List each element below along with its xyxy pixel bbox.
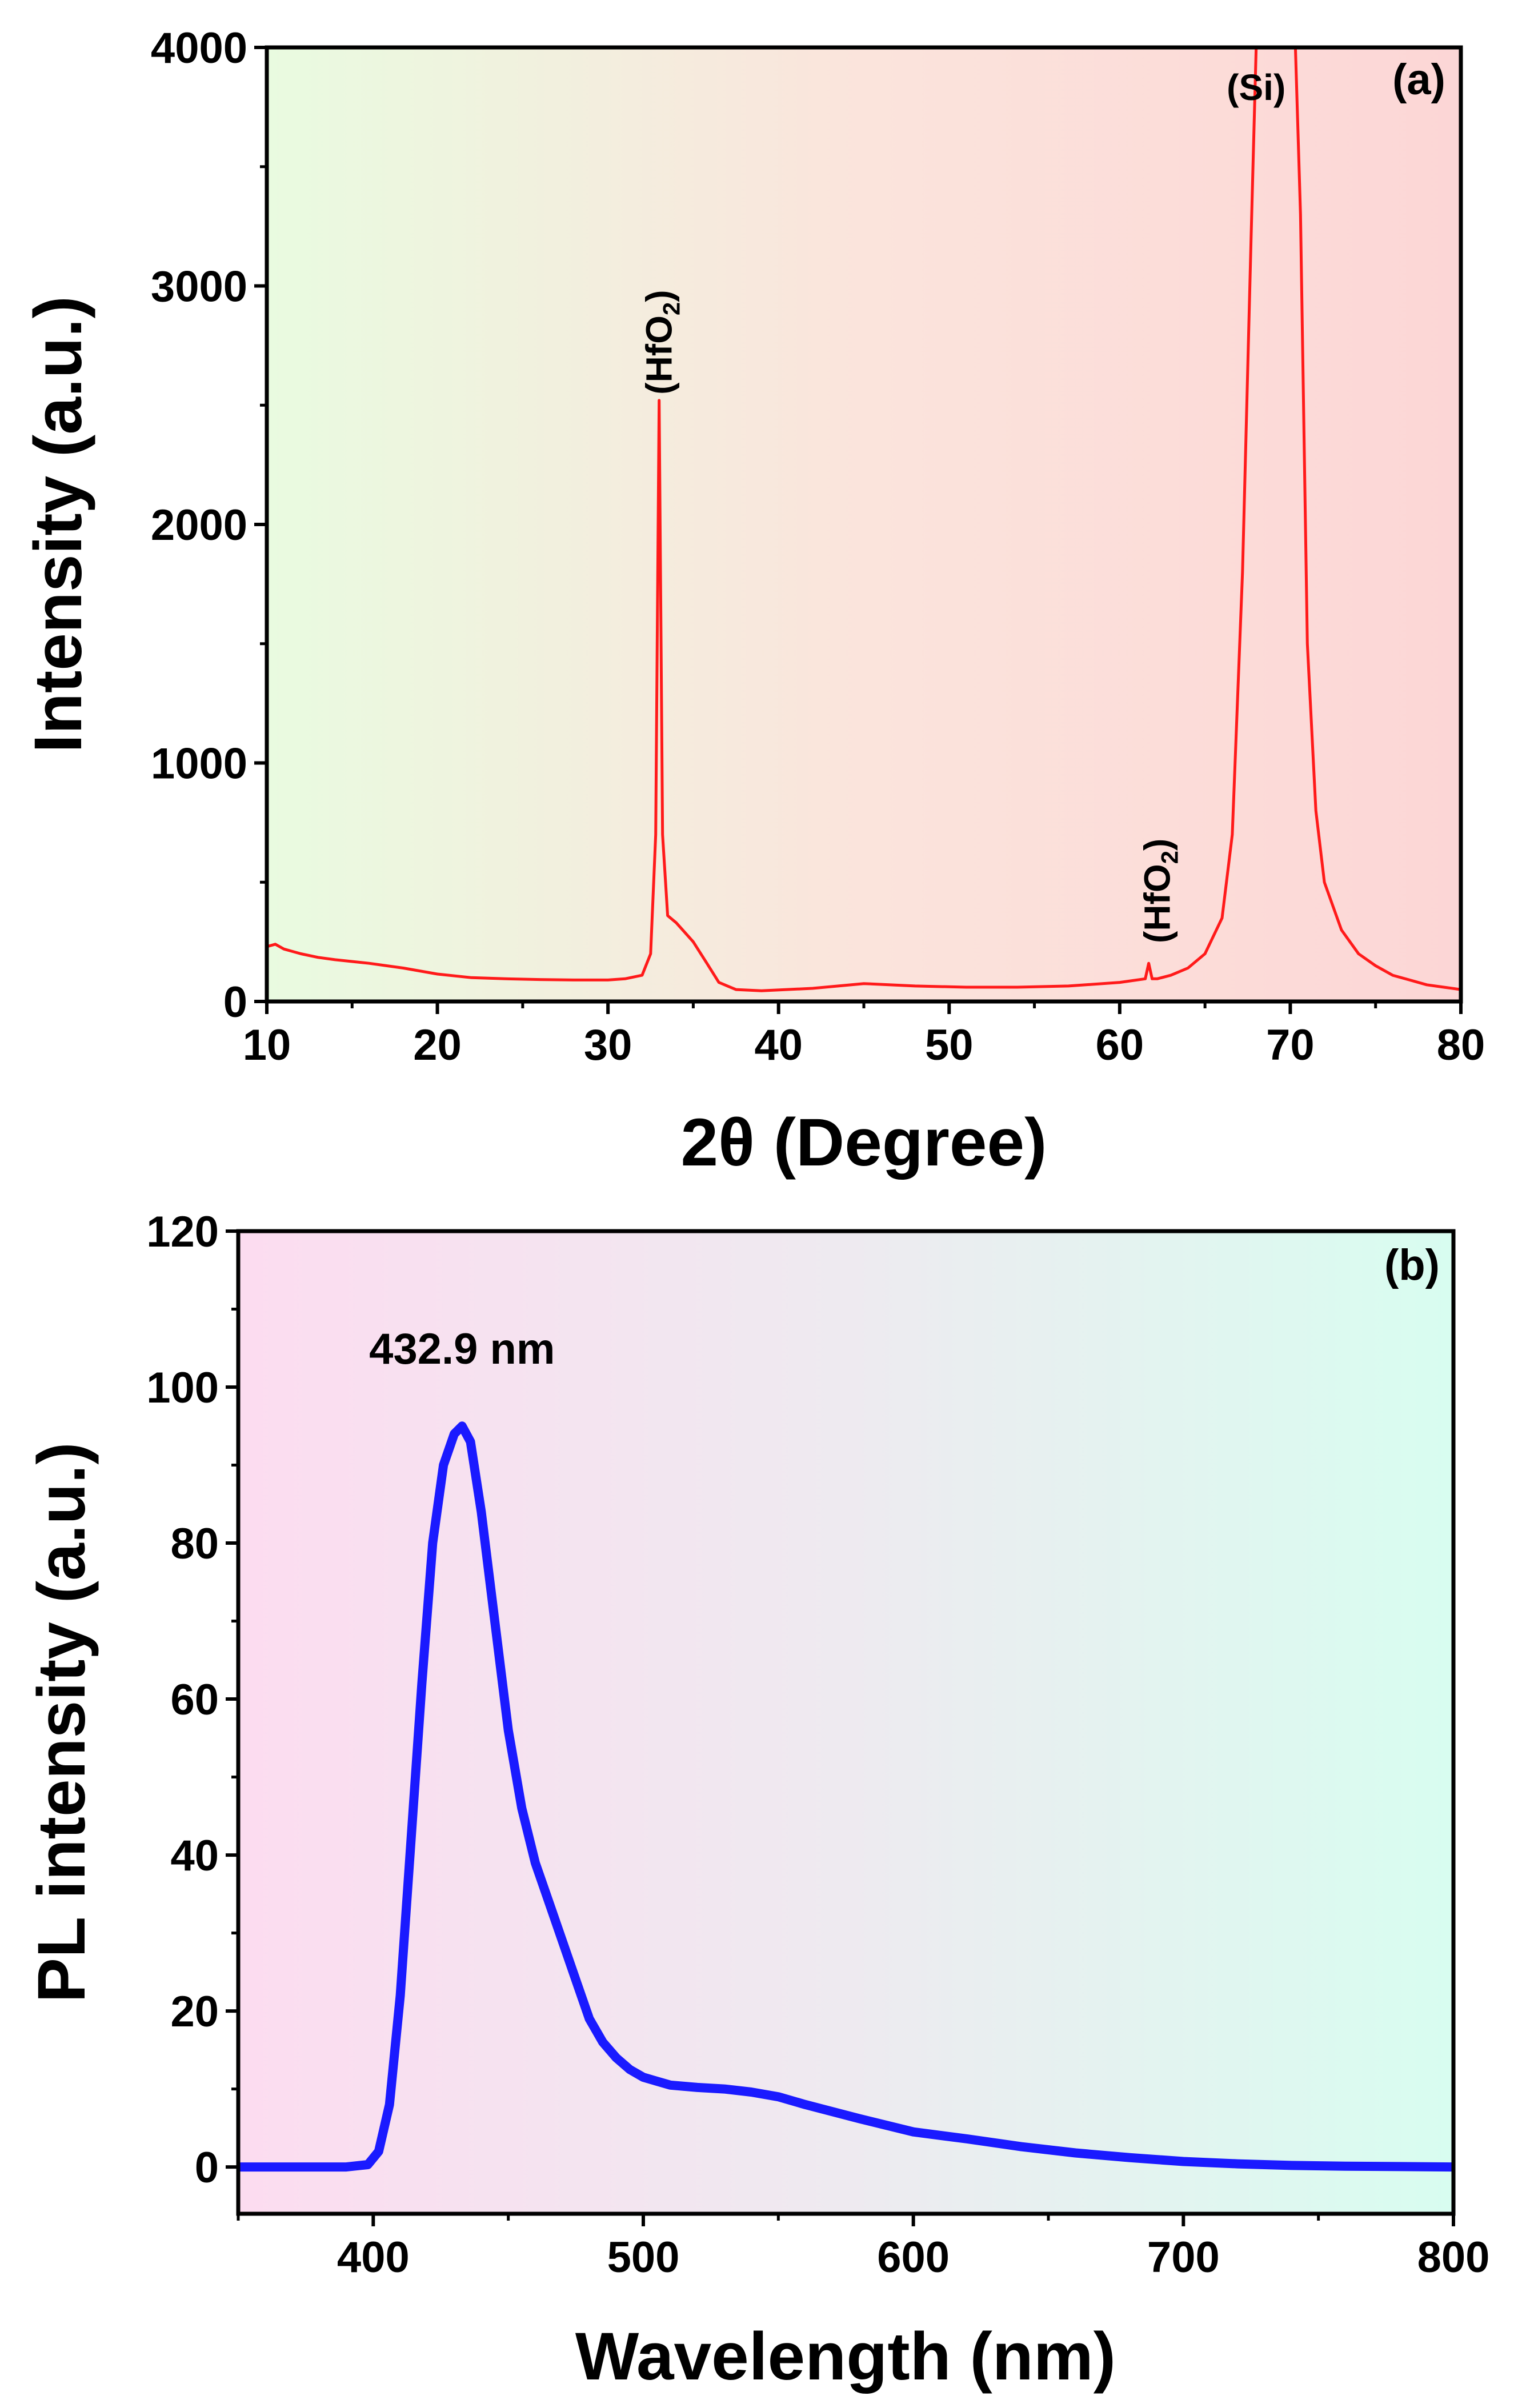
pl-peak-annotations: 432.9 nm (369, 1325, 555, 1373)
pl-axis-ticks (226, 1229, 1455, 2226)
xrd-hfo2-label: (HfO2) (1137, 839, 1183, 943)
xrd-y-tick-labels: 0 1000 2000 3000 4000 (151, 24, 247, 1027)
xrd-si-label: (Si) (1227, 67, 1285, 108)
xrd-y-axis-title: Intensity (a.u.) (21, 296, 96, 753)
xrd-y-tick-label: 4000 (151, 24, 247, 73)
pl-y-tick-label: 120 (146, 1208, 219, 1256)
pl-y-tick-label: 40 (170, 1832, 219, 1880)
pl-x-tick-label: 800 (1417, 2233, 1490, 2282)
xrd-x-axis-title: 2θ (Degree) (681, 1105, 1047, 1180)
pl-y-tick-label: 0 (195, 2143, 219, 2192)
xrd-x-tick-label: 20 (413, 1021, 462, 1069)
pl-series-line (238, 1421, 1453, 2172)
pl-y-tick-labels: 0 20 40 60 80 100 120 (146, 1208, 219, 2192)
pl-y-tick-label: 60 (170, 1676, 219, 1724)
pl-chart-panel: 400 500 600 700 800 0 20 40 60 80 100 120 432.9 nm… (24, 1208, 1489, 2394)
pl-x-tick-label: 400 (337, 2233, 410, 2282)
xrd-x-tick-label: 70 (1266, 1021, 1315, 1069)
xrd-x-tick-labels: 10 20 30 40 50 60 70 80 (243, 1021, 1485, 1069)
pl-x-tick-label: 500 (607, 2233, 680, 2282)
pl-x-tick-label: 600 (877, 2233, 950, 2282)
pl-peak-label: 432.9 nm (369, 1325, 555, 1373)
xrd-x-tick-label: 80 (1437, 1021, 1485, 1069)
pl-y-tick-label: 20 (170, 1988, 219, 2036)
xrd-series-line (267, 47, 1461, 992)
pl-plot-background (238, 1231, 1453, 2214)
xrd-y-tick-label: 2000 (151, 501, 247, 550)
xrd-panel-label: (a) (1392, 55, 1445, 104)
xrd-hfo2-label: (HfO2) (639, 290, 685, 394)
xrd-x-tick-label: 50 (925, 1021, 974, 1069)
pl-x-tick-label: 700 (1147, 2233, 1220, 2282)
xrd-peak-annotations: (HfO2) (HfO2) (Si) (639, 67, 1286, 943)
pl-panel-label: (b) (1384, 1241, 1440, 1289)
xrd-chart-panel: 10 20 30 40 50 60 70 80 0 1000 2000 3000 4000 (HfO2… (21, 24, 1485, 1180)
xrd-x-tick-label: 30 (584, 1021, 632, 1069)
xrd-x-tick-label: 40 (754, 1021, 803, 1069)
xrd-plot-background (267, 47, 1461, 1001)
xrd-x-tick-label: 10 (243, 1021, 291, 1069)
xrd-y-tick-label: 0 (223, 978, 247, 1027)
pl-plot-frame (236, 1229, 1456, 2216)
xrd-y-tick-label: 1000 (151, 740, 247, 788)
pl-y-tick-label: 80 (170, 1520, 219, 1568)
xrd-y-tick-label: 3000 (151, 263, 247, 311)
pl-x-tick-labels: 400 500 600 700 800 (337, 2233, 1489, 2282)
xrd-x-tick-label: 60 (1096, 1021, 1144, 1069)
pl-y-tick-label: 100 (146, 1364, 219, 1412)
xrd-plot-frame (265, 45, 1463, 1004)
pl-y-axis-title: PL intensity (a.u.) (24, 1442, 99, 2002)
pl-x-axis-title: Wavelength (nm) (575, 2319, 1116, 2394)
